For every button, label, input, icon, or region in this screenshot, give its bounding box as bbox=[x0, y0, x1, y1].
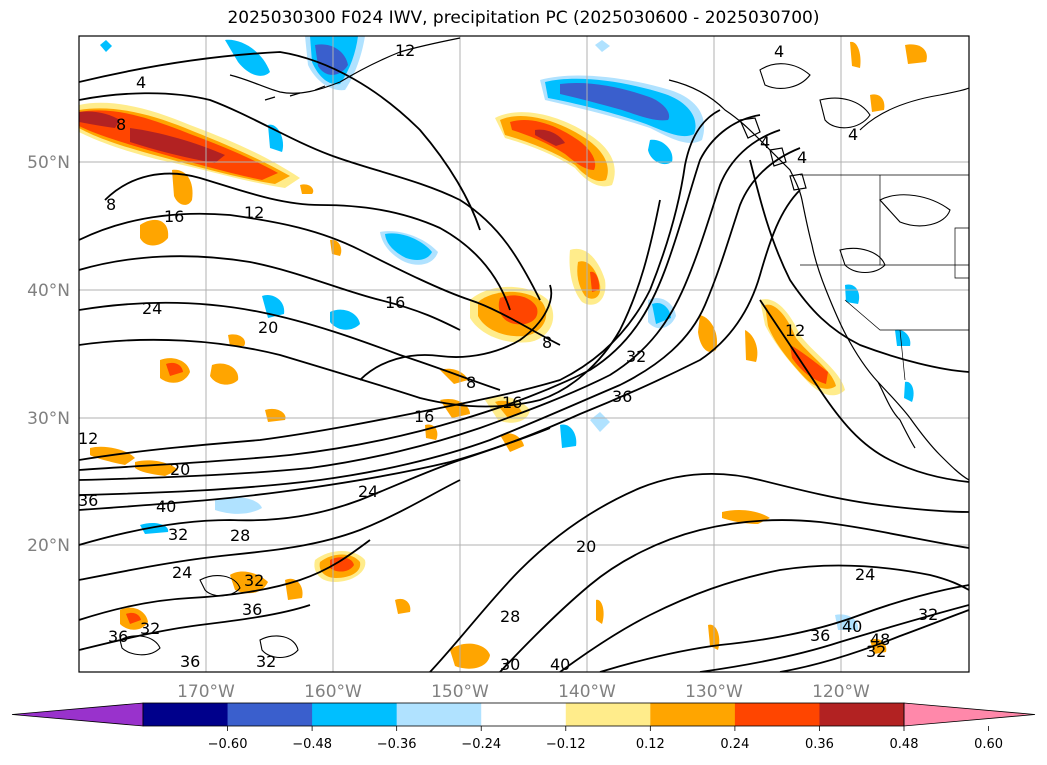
contour-label: 24 bbox=[358, 482, 378, 501]
contour-label: 36 bbox=[78, 491, 98, 510]
contour-label: 28 bbox=[230, 526, 250, 545]
colorbar-segment bbox=[650, 703, 736, 726]
colorbar-segment bbox=[227, 703, 313, 726]
lon-label-130w: 130°W bbox=[685, 682, 743, 702]
contour-label: 12 bbox=[395, 41, 415, 60]
colorbar: −0.60 −0.48 −0.36 −0.24 −0.12 0.12 0.24 0.36 0.4… bbox=[11, 702, 1036, 752]
contour-label: 20 bbox=[258, 318, 278, 337]
map-plot-area: 4 4 4 4 4 8 8 8 8 12 12 12 12 16 16 16 1… bbox=[78, 36, 969, 674]
longitude-labels: 170°W 160°W 150°W 140°W 130°W 120°W bbox=[177, 682, 870, 702]
contour-label: 30 bbox=[500, 655, 520, 674]
colorbar-segment bbox=[312, 703, 398, 726]
colorbar-tick-label: 0.36 bbox=[805, 737, 834, 752]
colorbar-segment bbox=[396, 703, 482, 726]
lat-label-50n: 50°N bbox=[27, 153, 70, 173]
colorbar-extend-high bbox=[903, 702, 1036, 727]
coastline bbox=[229, 37, 969, 481]
lat-label-20n: 20°N bbox=[27, 536, 70, 556]
colorbar-extend-low bbox=[11, 702, 144, 727]
contour-label: 20 bbox=[576, 537, 596, 556]
colorbar-tick-label: −0.36 bbox=[377, 737, 417, 752]
colorbar-tick-label: 0.24 bbox=[720, 737, 749, 752]
colorbar-segment bbox=[565, 703, 651, 726]
contour-label: 12 bbox=[78, 429, 98, 448]
colorbar-tick-label: −0.24 bbox=[461, 737, 501, 752]
colorbar-tick-label: −0.48 bbox=[292, 737, 332, 752]
lon-label-120w: 120°W bbox=[812, 682, 870, 702]
contour-label: 16 bbox=[502, 393, 522, 412]
contour-label: 36 bbox=[108, 627, 128, 646]
contour-label: 32 bbox=[140, 619, 160, 638]
contour-label: 4 bbox=[774, 42, 784, 61]
contour-label: 32 bbox=[866, 642, 886, 661]
graticule bbox=[79, 36, 969, 672]
contour-label: 32 bbox=[168, 525, 188, 544]
lon-label-150w: 150°W bbox=[431, 682, 489, 702]
colorbar-tick-label: 0.48 bbox=[890, 737, 919, 752]
contour-label: 28 bbox=[500, 607, 520, 626]
latitude-labels: 50°N 40°N 30°N 20°N bbox=[27, 153, 70, 556]
contour-label: 24 bbox=[855, 565, 875, 584]
contour-label: 4 bbox=[848, 125, 858, 144]
contour-label: 8 bbox=[466, 373, 476, 392]
contour-label: 36 bbox=[810, 626, 830, 645]
colorbar-tick-label: 0.12 bbox=[636, 737, 665, 752]
colorbar-outline bbox=[142, 702, 905, 727]
contour-label: 40 bbox=[550, 655, 570, 674]
colorbar-tick-label: −0.60 bbox=[208, 737, 248, 752]
lat-label-40n: 40°N bbox=[27, 281, 70, 301]
lat-label-30n: 30°N bbox=[27, 409, 70, 429]
lon-label-160w: 160°W bbox=[304, 682, 362, 702]
contour-label: 8 bbox=[116, 115, 126, 134]
contour-label: 16 bbox=[414, 407, 434, 426]
colorbar-tick-label: −0.12 bbox=[546, 737, 586, 752]
contour-label: 4 bbox=[797, 148, 807, 167]
contour-label: 32 bbox=[256, 652, 276, 671]
contour-label: 36 bbox=[242, 600, 262, 619]
contour-label: 16 bbox=[385, 293, 405, 312]
contour-label: 48 bbox=[870, 630, 890, 649]
colorbar-segment bbox=[819, 703, 905, 726]
contour-label: 24 bbox=[172, 563, 192, 582]
colorbar-segment bbox=[734, 703, 820, 726]
contour-label: 36 bbox=[612, 387, 632, 406]
contour-label: 32 bbox=[244, 571, 264, 590]
lon-label-140w: 140°W bbox=[558, 682, 616, 702]
contour-labels: 4 4 4 4 4 8 8 8 8 12 12 12 12 16 16 16 1… bbox=[78, 41, 938, 674]
contour-label: 12 bbox=[244, 203, 264, 222]
contour-label: 32 bbox=[918, 605, 938, 624]
lon-label-170w: 170°W bbox=[177, 682, 235, 702]
contour-label: 12 bbox=[785, 321, 805, 340]
contour-label: 16 bbox=[164, 207, 184, 226]
contour-label: 40 bbox=[842, 617, 862, 636]
colorbar-tick-label: 0.60 bbox=[974, 737, 1003, 752]
contour-label: 8 bbox=[542, 333, 552, 352]
colorbar-segment bbox=[481, 703, 567, 726]
contour-label: 36 bbox=[180, 652, 200, 671]
map-title: 2025030300 F024 IWV, precipitation PC (2… bbox=[227, 8, 820, 28]
contour-label: 4 bbox=[760, 133, 770, 152]
contour-label: 32 bbox=[626, 347, 646, 366]
map-frame bbox=[78, 35, 970, 673]
contour-label: 20 bbox=[170, 460, 190, 479]
colorbar-segment bbox=[143, 703, 229, 726]
contour-label: 8 bbox=[106, 195, 116, 214]
contour-label: 40 bbox=[156, 497, 176, 516]
contour-label: 24 bbox=[142, 299, 162, 318]
contour-label: 4 bbox=[136, 73, 146, 92]
iwv-contours bbox=[79, 51, 969, 672]
